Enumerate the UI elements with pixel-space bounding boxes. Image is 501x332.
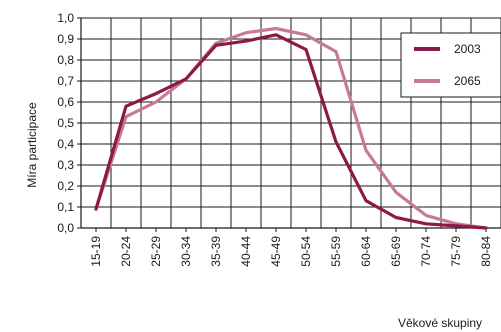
y-tick-label: 0,7: [57, 74, 74, 88]
x-tick-label: 65-69: [389, 236, 403, 267]
y-tick-label: 0,8: [57, 53, 74, 67]
chart-axes: [77, 17, 501, 232]
x-tick-label: 20-24: [119, 236, 133, 267]
x-tick-label: 35-39: [209, 236, 223, 267]
x-tick-label: 40-44: [239, 236, 253, 267]
y-tick-label: 1,0: [57, 11, 74, 25]
y-tick-label: 0,9: [57, 32, 74, 46]
x-tick-label: 60-64: [359, 236, 373, 267]
y-axis-title: Míra participace: [25, 102, 39, 188]
x-axis-title: Věkové skupiny: [398, 316, 482, 330]
x-tick-label: 15-19: [89, 236, 103, 267]
legend-box: [400, 32, 501, 98]
series-line-2065: [94, 26, 488, 230]
series-line-2003: [94, 33, 488, 230]
x-tick-label: 30-34: [179, 236, 193, 267]
y-tick-label: 0,1: [57, 200, 74, 214]
x-tick-label: 25-29: [149, 236, 163, 267]
legend-label-2065: 2065: [454, 74, 481, 88]
x-tick-label: 70-74: [419, 236, 433, 267]
x-axis-tick-labels: 15-19 20-24 25-29 30-34 35-39 40-44 45-49 50-54…: [89, 236, 493, 267]
y-tick-label: 0,2: [57, 179, 74, 193]
x-tick-label: 55-59: [329, 236, 343, 267]
y-tick-label: 0,0: [57, 221, 74, 235]
x-tick-label: 50-54: [299, 236, 313, 267]
series-lines: [94, 26, 488, 230]
legend-label-2003: 2003: [454, 42, 481, 56]
legend: 2003 2065: [400, 32, 501, 98]
y-axis-tick-labels: 0,0 0,1 0,2 0,3 0,4 0,5 0,6 0,7 0,8 0,9 1,0: [57, 11, 74, 235]
x-tick-label: 75-79: [449, 236, 463, 267]
y-tick-label: 0,6: [57, 95, 74, 109]
x-tick-label: 80-84: [479, 236, 493, 267]
x-tick-label: 45-49: [269, 236, 283, 267]
y-tick-label: 0,3: [57, 158, 74, 172]
y-tick-label: 0,4: [57, 137, 74, 151]
y-tick-label: 0,5: [57, 116, 74, 130]
